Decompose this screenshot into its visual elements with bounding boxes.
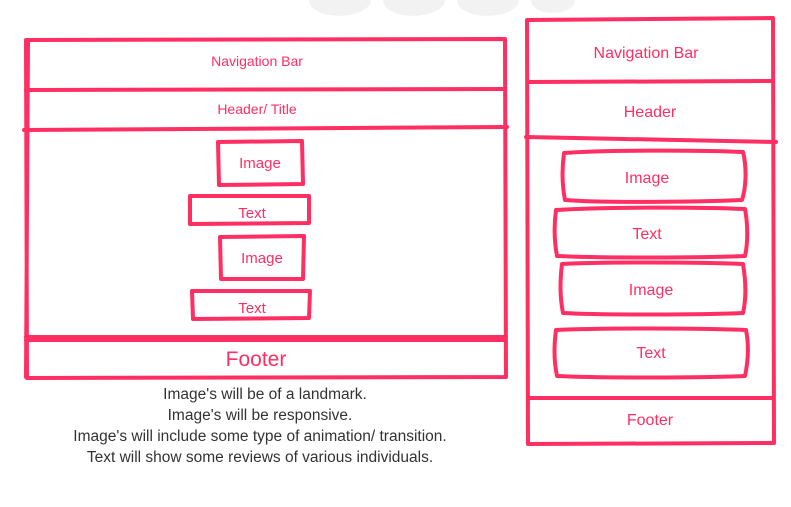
note-line: Image's will include some type of animat… [73, 428, 447, 445]
mobile-image-box-2 [558, 260, 748, 317]
mobile-nav-label: Navigation Bar [594, 45, 700, 62]
desktop-footer-divider [24, 335, 507, 342]
desktop-text-label-1: Text [238, 205, 266, 222]
desktop-wireframe: Navigation Bar Header/ Title Image Text … [22, 37, 509, 380]
desktop-text-box-1 [188, 194, 311, 226]
mobile-footer-label: Footer [627, 412, 674, 429]
desktop-image-box-2 [218, 234, 306, 281]
note-line: Text will show some reviews of various i… [86, 449, 434, 466]
desktop-image-label-1: Image [239, 155, 281, 172]
mobile-image-label-1: Image [625, 170, 670, 187]
note-line: Image's will be of a landmark. [163, 386, 367, 403]
mobile-image-box-1 [560, 148, 748, 204]
desktop-image-box-1 [216, 139, 305, 187]
desktop-nav-divider [24, 87, 507, 92]
faint-decoration [309, 0, 575, 16]
desktop-image-label-2: Image [241, 250, 283, 267]
mobile-wireframe: Navigation Bar Header Image Text Image T… [524, 16, 778, 446]
desktop-footer-label: Footer [226, 348, 287, 371]
mobile-text-box-1 [552, 205, 750, 260]
mobile-header-label: Header [624, 104, 677, 121]
mobile-header-divider [524, 135, 778, 144]
desktop-text-label-2: Text [238, 300, 266, 317]
desktop-nav-label: Navigation Bar [211, 53, 303, 69]
note-line: Image's will be responsive. [167, 407, 353, 424]
desktop-frame [24, 37, 508, 380]
desktop-header-divider [22, 125, 509, 132]
desktop-text-box-2 [190, 289, 312, 321]
mobile-nav-divider [526, 79, 775, 84]
design-notes: Image's will be of a landmark. Image's w… [0, 384, 520, 468]
mobile-text-label-2: Text [636, 345, 666, 362]
mobile-frame [525, 16, 776, 446]
mobile-image-label-2: Image [629, 282, 674, 299]
desktop-header-label: Header/ Title [217, 101, 297, 117]
mobile-text-label-1: Text [632, 226, 662, 243]
mobile-text-box-2 [552, 326, 750, 380]
